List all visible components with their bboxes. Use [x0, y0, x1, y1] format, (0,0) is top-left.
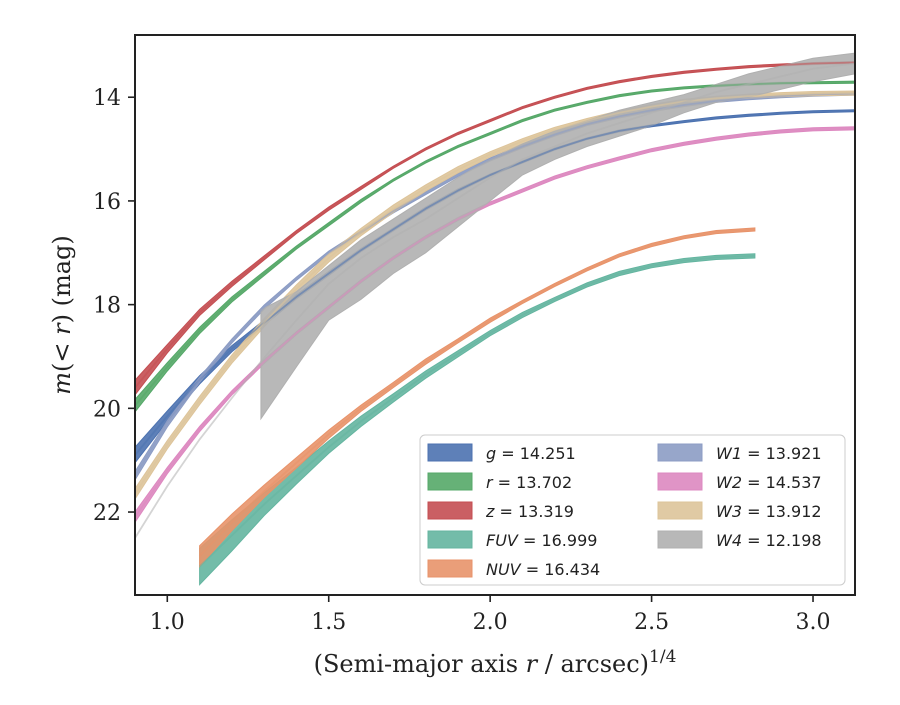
legend-swatch-w3 [657, 501, 703, 520]
x-axis-label-pre: (Semi-major axis [314, 650, 526, 678]
y-tick-label: 16 [93, 190, 121, 215]
legend-var-nuv: NUV [486, 560, 522, 579]
legend-value-nuv: = 16.434 [521, 560, 601, 579]
legend-label-fuv: FUV = 16.999 [486, 531, 597, 550]
x-axis-label-sup: 1/4 [649, 647, 676, 667]
y-tick-label: 20 [93, 397, 121, 422]
x-axis-ticks: 1.0 1.5 2.0 2.5 3.0 [150, 595, 831, 635]
plot-frame [134, 34, 856, 596]
legend-label-r: r = 13.702 [486, 473, 572, 492]
legend-value-z: = 13.319 [494, 502, 574, 521]
legend-label-nuv: NUV = 16.434 [486, 560, 600, 579]
legend-var-w2: W2 [716, 473, 742, 492]
series-line-g [135, 109, 855, 456]
legend-var-r: r [486, 473, 494, 492]
series-line-z [135, 61, 855, 389]
legend-swatch-w1 [657, 443, 703, 462]
y-axis-label-post: ) (mag) [48, 235, 76, 323]
series-line-r [135, 81, 855, 407]
legend-swatch-r [427, 472, 473, 491]
series-line-nuv [198, 228, 755, 557]
legend-swatch-fuv [427, 530, 473, 549]
legend-var-g: g [486, 444, 496, 463]
y-axis-label-var2: r [48, 322, 76, 335]
legend-swatch-g [427, 443, 473, 462]
series-line-w3 [135, 92, 855, 495]
band-z [135, 60, 855, 396]
band-r [135, 80, 855, 413]
y-tick-label: 18 [93, 294, 121, 319]
y-axis-label: m(< r) (mag) [48, 235, 76, 395]
lines-layer [135, 61, 855, 568]
legend-label-w1: W1 = 13.921 [716, 444, 822, 463]
legend-value-w1: = 13.921 [742, 444, 822, 463]
legend-label-g: g = 14.251 [486, 444, 576, 463]
band-w3 [135, 90, 855, 501]
legend-label-w4: W4 = 12.198 [716, 531, 822, 550]
legend-value-g: = 14.251 [496, 444, 576, 463]
y-tick-label: 22 [93, 501, 121, 526]
x-axis-label-var: r [526, 650, 539, 678]
band-fuv [199, 253, 756, 586]
legend-swatch-nuv [427, 559, 473, 578]
x-tick-label: 1.5 [311, 610, 346, 635]
y-axis-ticks: 14 16 18 20 22 [93, 86, 135, 526]
legend-value-r: = 13.702 [493, 473, 573, 492]
legend-var-w1: W1 [716, 444, 742, 463]
legend-value-w2: = 14.537 [742, 473, 822, 492]
x-tick-label: 3.0 [796, 610, 831, 635]
legend-value-w3: = 13.912 [742, 502, 822, 521]
legend-label-z: z = 13.319 [485, 502, 574, 521]
band-nuv [199, 227, 756, 568]
x-tick-label: 2.0 [473, 610, 508, 635]
legend-var-z: z [485, 502, 495, 521]
band-w4 [260, 52, 855, 421]
legend-value-w4: = 12.198 [742, 531, 822, 550]
x-axis-label-post: / arcsec) [537, 650, 649, 678]
legend-swatch-w2 [657, 472, 703, 491]
legend-swatch-w4 [657, 530, 703, 549]
series-line-fuv [198, 255, 755, 568]
legend-value-fuv: = 16.999 [518, 531, 598, 550]
series-line-w1 [135, 92, 855, 477]
y-tick-label: 14 [93, 86, 121, 111]
legend-label-w2: W2 = 14.537 [716, 473, 822, 492]
legend-var-w3: W3 [716, 502, 742, 521]
legend-var-w4: W4 [716, 531, 742, 550]
legend-label-w3: W3 = 13.912 [716, 502, 822, 521]
legend-swatch-z [427, 501, 473, 520]
legend-var-fuv: FUV [486, 531, 519, 550]
x-axis-label: (Semi-major axis r / arcsec)1/4 [314, 647, 677, 678]
legend-box [419, 434, 846, 586]
y-axis-label-mid: (< [48, 335, 76, 372]
x-tick-label: 2.5 [634, 610, 669, 635]
y-axis-label-var: m [48, 372, 76, 395]
x-tick-label: 1.0 [150, 610, 185, 635]
series-line-w4 [135, 62, 855, 539]
